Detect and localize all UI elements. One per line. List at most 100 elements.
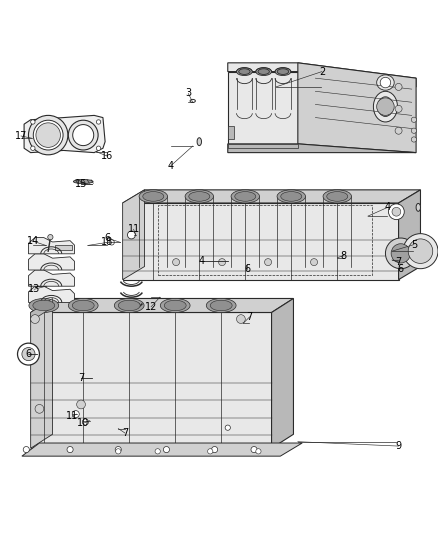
Circle shape [22, 348, 35, 361]
Text: 15: 15 [75, 179, 87, 189]
Circle shape [96, 120, 101, 124]
Circle shape [163, 447, 170, 453]
Text: 5: 5 [411, 240, 417, 249]
Circle shape [395, 106, 402, 112]
Circle shape [73, 125, 94, 146]
Circle shape [68, 120, 98, 150]
Polygon shape [228, 144, 298, 148]
Polygon shape [28, 254, 74, 270]
Ellipse shape [373, 91, 398, 122]
Ellipse shape [377, 75, 394, 90]
Ellipse shape [378, 97, 393, 117]
Circle shape [48, 235, 53, 240]
Circle shape [109, 240, 114, 245]
Circle shape [127, 231, 135, 239]
Ellipse shape [327, 191, 348, 201]
Circle shape [28, 115, 68, 155]
Circle shape [115, 447, 121, 453]
Text: 14: 14 [27, 236, 39, 246]
Polygon shape [123, 190, 420, 203]
Ellipse shape [190, 99, 195, 102]
Circle shape [256, 449, 261, 454]
Ellipse shape [237, 68, 252, 76]
Circle shape [411, 117, 417, 123]
Circle shape [36, 123, 60, 147]
Text: 12: 12 [145, 302, 157, 312]
Polygon shape [228, 126, 234, 140]
Ellipse shape [72, 300, 94, 311]
Circle shape [33, 120, 63, 150]
Text: 17: 17 [15, 131, 27, 141]
Circle shape [31, 120, 35, 124]
Circle shape [411, 128, 417, 133]
Circle shape [392, 207, 401, 216]
Circle shape [208, 449, 213, 454]
Circle shape [411, 137, 417, 142]
Circle shape [31, 146, 35, 150]
Ellipse shape [239, 69, 250, 75]
Circle shape [23, 447, 29, 453]
Text: 4: 4 [385, 203, 391, 212]
Text: 6: 6 [244, 264, 251, 273]
Text: 7: 7 [122, 428, 128, 438]
Circle shape [31, 314, 39, 324]
Text: 6: 6 [25, 349, 32, 359]
Ellipse shape [197, 138, 201, 146]
Polygon shape [22, 443, 302, 456]
Circle shape [18, 343, 39, 365]
Ellipse shape [416, 204, 420, 211]
Circle shape [389, 204, 404, 220]
Text: 7: 7 [396, 257, 402, 267]
Polygon shape [228, 144, 416, 152]
Ellipse shape [160, 298, 190, 312]
Polygon shape [228, 71, 298, 144]
Polygon shape [55, 246, 72, 251]
Ellipse shape [277, 190, 306, 203]
Circle shape [96, 146, 101, 150]
Ellipse shape [185, 190, 214, 203]
Circle shape [173, 259, 180, 265]
Polygon shape [28, 270, 74, 286]
Ellipse shape [114, 298, 144, 312]
Text: 6: 6 [104, 233, 110, 243]
Ellipse shape [143, 191, 164, 201]
Circle shape [403, 233, 438, 269]
Ellipse shape [277, 69, 289, 75]
Circle shape [380, 77, 391, 88]
Polygon shape [228, 63, 416, 87]
Circle shape [219, 259, 226, 265]
Ellipse shape [210, 300, 232, 311]
Polygon shape [31, 298, 53, 321]
Circle shape [391, 244, 410, 263]
Circle shape [72, 410, 79, 418]
Text: 9: 9 [396, 441, 402, 451]
Polygon shape [31, 298, 53, 448]
Ellipse shape [33, 300, 55, 311]
Text: 11: 11 [127, 224, 140, 235]
Text: 4: 4 [168, 161, 174, 171]
Text: 7: 7 [247, 312, 253, 322]
Ellipse shape [68, 298, 98, 312]
Polygon shape [123, 203, 399, 280]
Circle shape [116, 449, 121, 454]
Text: 16: 16 [101, 151, 113, 161]
Text: 13: 13 [28, 284, 40, 294]
Ellipse shape [164, 300, 186, 311]
Circle shape [395, 127, 402, 134]
Circle shape [311, 259, 318, 265]
Ellipse shape [258, 69, 269, 75]
Polygon shape [31, 312, 272, 448]
Ellipse shape [235, 191, 256, 201]
Text: 8: 8 [341, 251, 347, 261]
Ellipse shape [256, 68, 272, 76]
Polygon shape [28, 238, 74, 254]
Circle shape [212, 447, 218, 453]
Ellipse shape [231, 190, 259, 203]
Polygon shape [272, 298, 293, 448]
Ellipse shape [189, 191, 210, 201]
Circle shape [155, 449, 160, 454]
Polygon shape [24, 115, 105, 152]
Text: 18: 18 [101, 237, 113, 247]
Circle shape [265, 259, 272, 265]
Circle shape [77, 400, 85, 409]
